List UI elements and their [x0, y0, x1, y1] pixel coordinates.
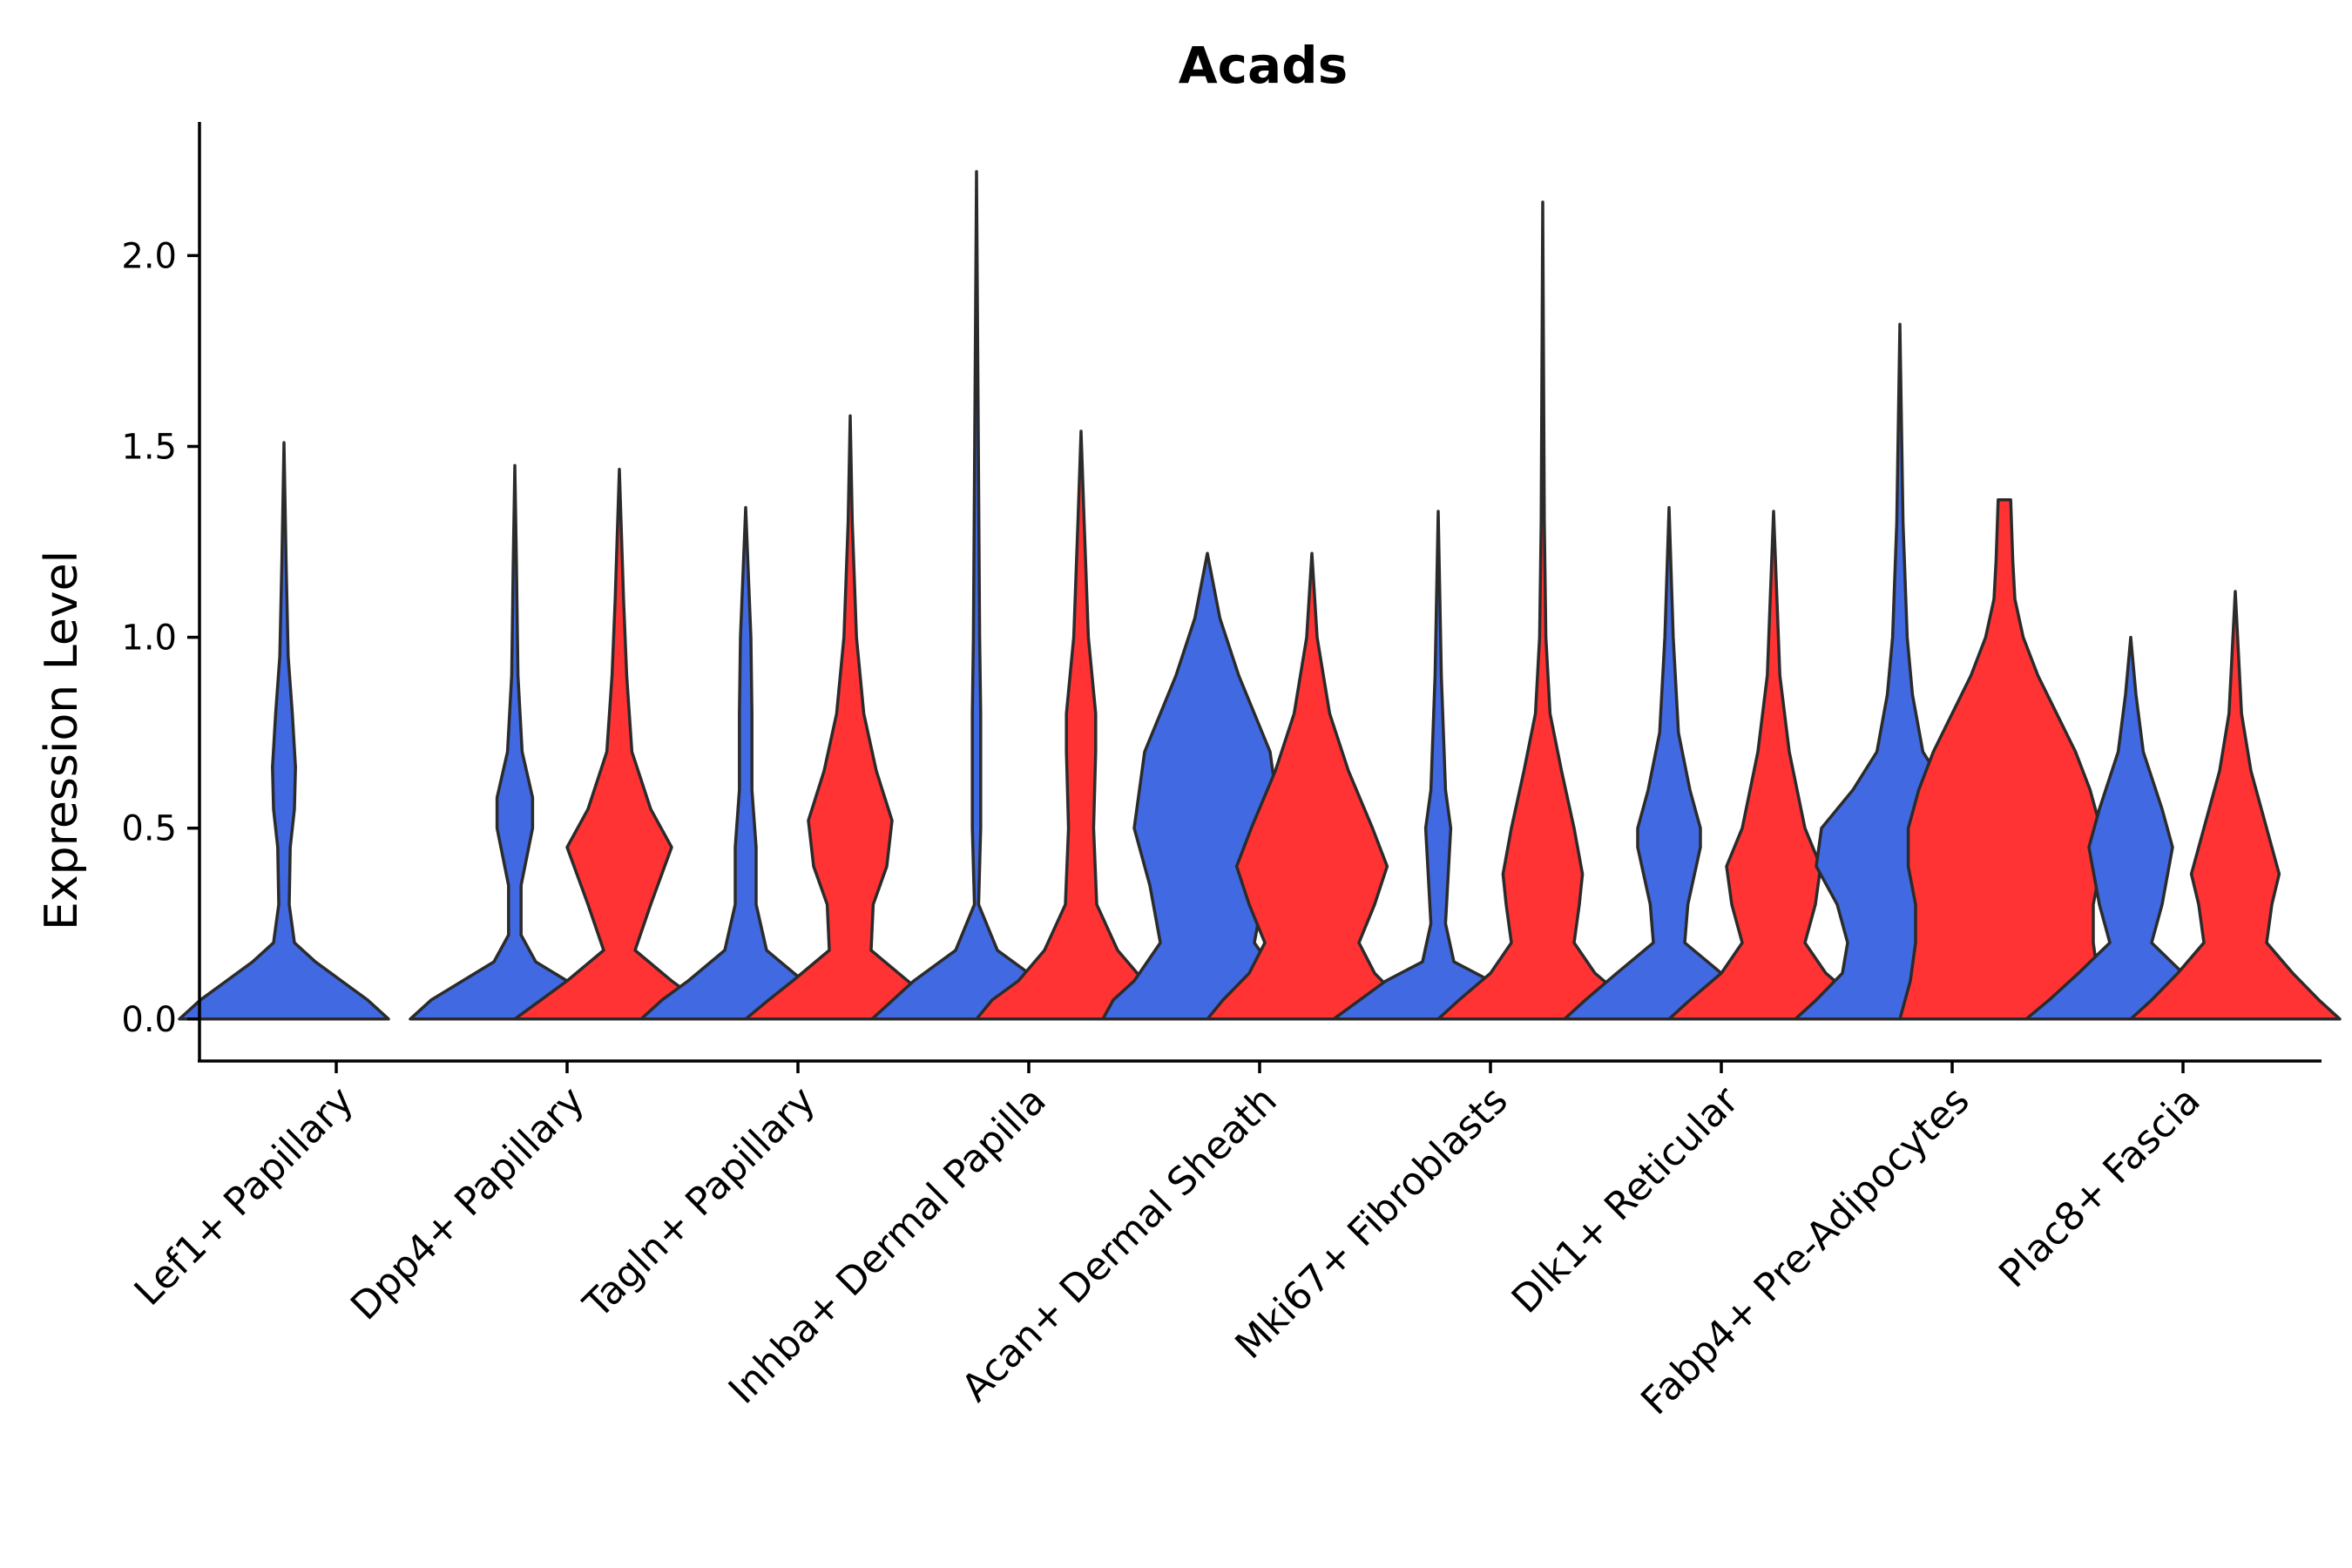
- violin-group-1: [2024, 635, 2237, 1021]
- chart-title: Acads: [1179, 36, 1348, 95]
- violin-group-2: [513, 468, 726, 1021]
- violin-group-2: [744, 414, 956, 1021]
- violin-group-2: [1206, 551, 1418, 1021]
- y-axis-ticks: 0.0 0.5 1.0 1.5 2.0: [121, 236, 199, 1040]
- violin-group-2: [1667, 510, 1880, 1021]
- violin-group-1: [870, 170, 1083, 1021]
- y-axis-label: Expression Level: [36, 551, 88, 930]
- violin-group-1: [178, 441, 390, 1021]
- violin-group-1: [1563, 505, 1775, 1021]
- y-tick-label: 1.0: [121, 618, 177, 659]
- y-tick-label: 2.0: [121, 236, 177, 276]
- violin-group-1: [1332, 510, 1544, 1021]
- x-tick-label: Plac8+ Fascia: [1990, 1078, 2209, 1297]
- y-tick-label: 1.5: [121, 427, 177, 467]
- violin-group-2: [1898, 498, 2111, 1021]
- x-tick-label: Dlk1+ Reticular: [1504, 1078, 1748, 1322]
- x-tick-label: Tagln+ Papillary: [575, 1078, 824, 1328]
- y-tick-label: 0.5: [121, 809, 177, 849]
- violin-group-2: [1436, 200, 1649, 1021]
- violin-layer: [178, 170, 2342, 1021]
- x-tick-label: Dpp4+ Papillary: [342, 1078, 593, 1329]
- violin-group-2: [2129, 590, 2342, 1021]
- y-tick-label: 0.0: [121, 1000, 177, 1040]
- violin-group-1: [409, 463, 621, 1021]
- x-tick-label: Lef1+ Papillary: [126, 1078, 362, 1315]
- violin-group-1: [639, 505, 852, 1021]
- violin-group-2: [975, 429, 1187, 1021]
